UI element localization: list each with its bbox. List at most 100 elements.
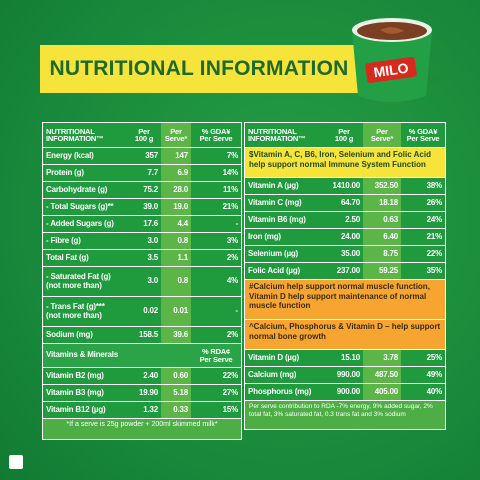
cell-value: 3.0 (147, 235, 158, 245)
cell-value: 49% (426, 369, 443, 379)
row-label: Vitamin B6 (mg) (248, 214, 306, 224)
cell-value: 487.50 (363, 367, 401, 383)
cell-value: 0.8 (161, 233, 191, 249)
table-row: Vitamin B2 (mg) 2.40 0.60 22% (43, 368, 241, 385)
cell-value: 0.60 (161, 368, 191, 384)
cell-value: 900.00 (336, 386, 360, 396)
title: NUTRITIONAL INFORMATION (49, 57, 349, 80)
cell-value: 990.00 (336, 369, 360, 379)
row-label: Vitamin B2 (mg) (46, 370, 104, 380)
table-row: Energy (kcal) 357 147 7% (43, 148, 241, 165)
swirl (380, 27, 404, 34)
table-row: Vitamin B12 (µg) 1.32 0.33 15% (43, 402, 241, 419)
cell-value: 24% (426, 214, 443, 224)
title-banner: NUTRITIONAL INFORMATION (40, 45, 358, 93)
cell-value: 3.0 (147, 276, 158, 286)
cell-value: 7% (226, 150, 238, 160)
cell-value: 38% (426, 180, 443, 190)
cell-value: 19.90 (138, 387, 158, 397)
footnote: *If a serve is 25g powder + 200ml skimme… (43, 419, 241, 439)
table-row: Phosphorus (mg) 900.00 405.00 40% (245, 384, 445, 401)
row-label: NUTRITIONAL INFORMATION™ (46, 126, 104, 143)
table-row: - Added Sugars (g) 17.6 4.4 - (43, 216, 241, 233)
row-label: - Total Sugars (g)** (46, 201, 114, 211)
cell-value: 158.5 (138, 329, 158, 339)
section-value: % RDA¢ Per Serve (199, 346, 233, 364)
cell-value: % GDA¥ Per Serve (406, 126, 440, 143)
table-row: Total Fat (g) 3.5 1.1 2% (43, 250, 241, 267)
footnote: Per serve contribution to RDA -7% energy… (245, 401, 445, 429)
row-label: - Saturated Fat (g) (not more than) (46, 272, 111, 290)
cell-value: 25% (426, 352, 443, 362)
cell-value: 237.00 (336, 265, 360, 275)
section-row: Vitamins & Minerals % RDA¢ Per Serve (43, 344, 241, 368)
row-label: - Fibre (g) (46, 235, 81, 245)
cell-value: 15% (222, 404, 239, 414)
table-row: Vitamin B3 (mg) 19.90 5.18 27% (43, 385, 241, 402)
cell-value: 6.40 (363, 229, 401, 245)
cell-value: - (235, 306, 239, 316)
row-label: Sodium (mg) (46, 329, 93, 339)
cell-value: % GDA¥ Per Serve (199, 126, 233, 143)
cell-value: 357 (145, 150, 158, 160)
cell-value: 14% (222, 167, 239, 177)
cell-value: 1410.00 (332, 180, 360, 190)
row-label: Carbohydrate (g) (46, 184, 108, 194)
cell-value: 0.01 (161, 297, 191, 326)
cell-value: 2% (226, 252, 238, 262)
cell-value: 405.00 (363, 384, 401, 400)
cell-value: 0.63 (363, 212, 401, 228)
cell-value: 18.18 (363, 195, 401, 211)
cell-value: 64.70 (340, 197, 360, 207)
row-label: Vitamin D (µg) (248, 352, 299, 362)
cell-value: 35.00 (340, 248, 360, 258)
cell-value: 17.6 (143, 218, 158, 228)
cell-value: 11% (223, 184, 238, 194)
cell-value: Per Serve* (363, 123, 401, 147)
row-label: Phosphorus (mg) (248, 386, 312, 396)
cell-value: 19.0 (161, 199, 191, 215)
row-label: Calcium (mg) (248, 369, 297, 379)
cell-value: 21% (222, 201, 239, 211)
table-row: - Trans Fat (g)*** (not more than) 0.02 0.… (43, 297, 241, 327)
table-row: Sodium (mg) 158.5 39.6 2% (43, 327, 241, 344)
cell-value: 2.50 (345, 214, 360, 224)
cell-value: 5.18 (161, 385, 191, 401)
cell-value: 2.40 (143, 370, 158, 380)
cell-value: 59.25 (363, 263, 401, 279)
table-row: Carbohydrate (g) 75.2 28.0 11% (43, 182, 241, 199)
cell-value: 40% (426, 386, 443, 396)
cell-value: Per 100 g (134, 126, 154, 143)
table-row: Folic Acid (µg) 237.00 59.25 35% (245, 263, 445, 280)
note: ^Calcium, Phosphorus & Vitamin D – help … (245, 320, 445, 350)
cell-value: 147 (161, 148, 191, 164)
cell-value: 4.4 (161, 216, 191, 232)
table-row: Vitamin A (µg) 1410.00 352.50 38% (245, 178, 445, 195)
row-label: - Added Sugars (g) (46, 218, 114, 228)
cell-value: 39.6 (161, 327, 191, 343)
row-label: Iron (mg) (248, 231, 281, 241)
cell-value: 0.02 (143, 306, 158, 316)
cell-value: 3% (226, 235, 238, 245)
cell-value: 15.10 (340, 352, 360, 362)
cell-value: 35% (426, 265, 443, 275)
brand: MILO (373, 60, 410, 81)
cell-value: 3.5 (147, 252, 158, 262)
cell-value: 26% (426, 197, 443, 207)
cell-value: 1.32 (143, 404, 158, 414)
cell-value: Per 100 g (334, 126, 354, 143)
cell-value: 28.0 (161, 182, 191, 198)
table-row: - Total Sugars (g)** 39.0 19.0 21% (43, 199, 241, 216)
table-row: - Saturated Fat (g) (not more than) 3.0 0.… (43, 267, 241, 297)
cell-value: 75.2 (143, 184, 158, 194)
row-label: - Trans Fat (g)*** (not more than) (46, 302, 105, 320)
row-label: Selenium (µg) (248, 248, 299, 258)
table-row: Selenium (µg) 35.00 8.75 22% (245, 246, 445, 263)
cell-value: - (235, 218, 239, 228)
cell-value: 27% (222, 387, 239, 397)
row-label: Total Fat (g) (46, 252, 89, 262)
cell-value: 1.1 (161, 250, 191, 266)
note: $Vitamin A, C, B6, Iron, Selenium and Fo… (245, 148, 445, 178)
cell-value: 22% (222, 370, 239, 380)
